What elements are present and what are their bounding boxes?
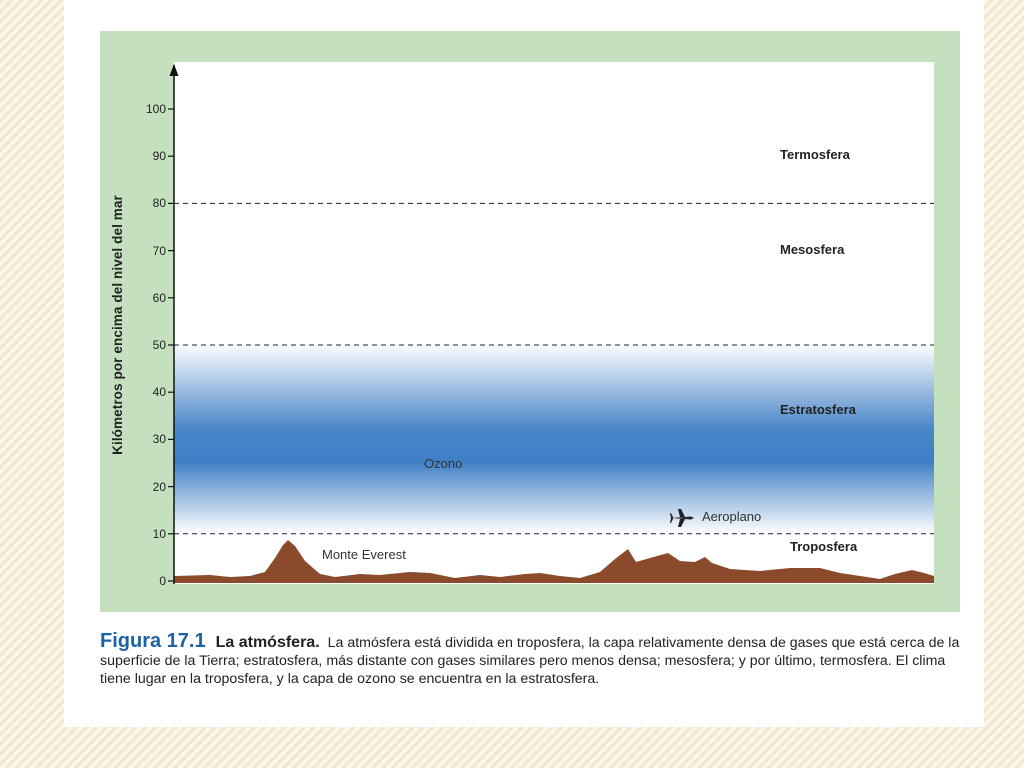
tick-label-10: 10 [152,526,166,541]
y-axis-arrow-icon [169,64,179,76]
tick-label-70: 70 [152,243,166,258]
atmosphere-diagram [168,62,934,584]
tick-label-60: 60 [152,290,166,305]
figure-caption: Figura 17.1 La atmósfera. La atmósfera es… [100,630,960,688]
tick-label-30: 30 [152,432,166,447]
tick-label-90: 90 [152,149,166,164]
everest-label: Monte Everest [322,547,406,562]
figure-number: Figura 17.1 [100,630,206,652]
layer-label-estratosfera: Estratosfera [780,402,856,418]
tick-label-100: 100 [145,102,166,116]
tick-label-40: 40 [152,385,166,400]
tick-label-20: 20 [152,479,166,494]
slide: Kilómetros por encima del nivel del mar … [64,0,984,727]
ozone-label: Ozono [424,456,463,471]
layer-label-troposfera: Troposfera [790,538,858,554]
airplane-label: Aeroplano [702,509,762,524]
figure-title: La atmósfera. [215,634,320,651]
figure-panel: Kilómetros por encima del nivel del mar … [100,31,960,612]
layer-label-termosfera: Termosfera [780,147,850,163]
tick-label-0: 0 [159,574,166,588]
caption-text: La atmósfera está dividida en troposfera… [100,635,960,687]
tick-label-80: 80 [152,196,166,211]
layer-label-mesosfera: Mesosfera [780,241,845,257]
tick-label-50: 50 [152,338,166,352]
terrain-mountains [174,540,934,583]
airplane-icon [670,509,694,527]
ozone-band [174,343,934,534]
